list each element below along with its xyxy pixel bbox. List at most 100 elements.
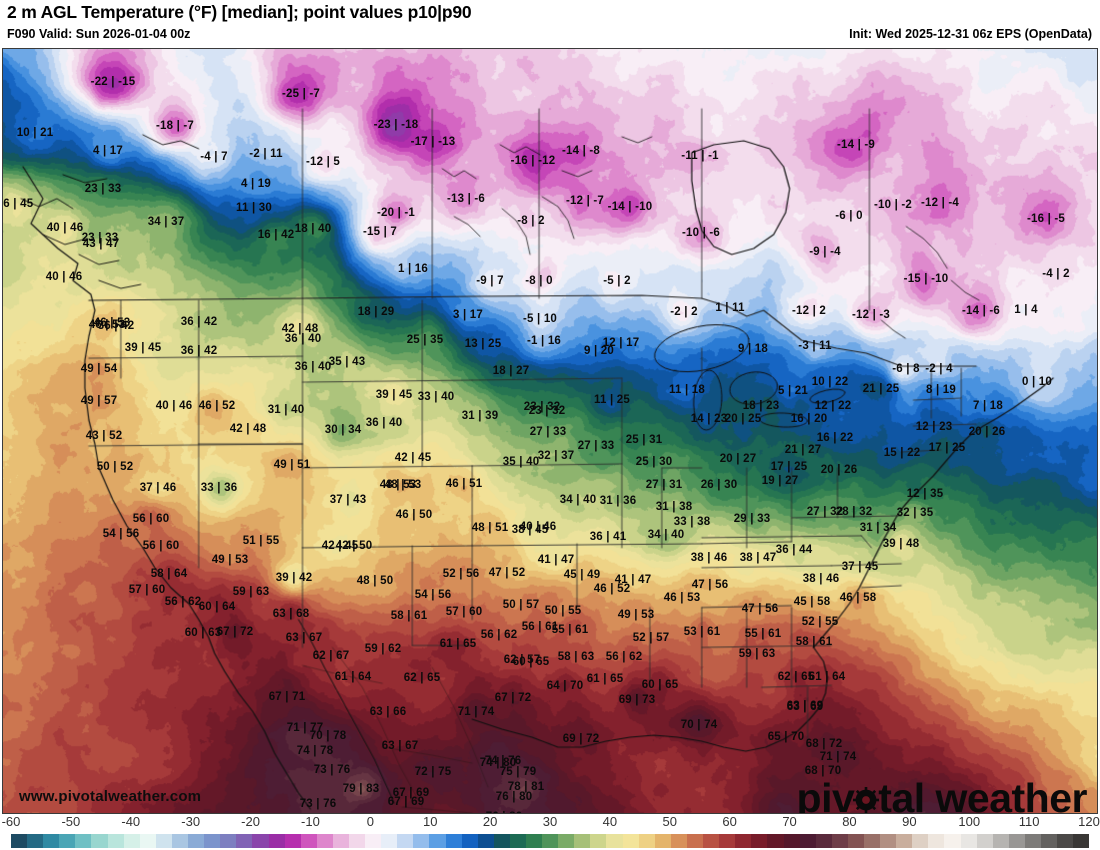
- colorbar-segment: [27, 834, 44, 848]
- brand-watermark-right: tal weather: [878, 775, 1087, 814]
- colorbar-segment: [783, 834, 800, 848]
- init-time-label: Init: Wed 2025-12-31 06z EPS (OpenData): [849, 27, 1092, 41]
- colorbar-segment: [91, 834, 108, 848]
- colorbar-legend[interactable]: -60 -50 -40 -30 -20 -10 0 10 20 30 40 50 60 70 80 90 100…: [0, 814, 1100, 850]
- colorbar-segment: [703, 834, 720, 848]
- colorbar-segment: [622, 834, 639, 848]
- colorbar-segment: [268, 834, 285, 848]
- map-viewport[interactable]: 10 | 21 -22 | -15 4 | 17 -18 | -7 -4 | 7 -2 |…: [2, 48, 1098, 814]
- colorbar-segment: [670, 834, 687, 848]
- colorbar-segment: [252, 834, 269, 848]
- colorbar-segment: [928, 834, 945, 848]
- colorbar-segment: [123, 834, 140, 848]
- colorbar-segment: [976, 834, 993, 848]
- colorbar-segment: [509, 834, 526, 848]
- colorbar-segment: [863, 834, 881, 848]
- colorbar-segment: [171, 834, 189, 848]
- colorbar-tick: -40: [121, 814, 141, 829]
- colorbar-segment: [348, 834, 366, 848]
- colorbar-segment: [912, 834, 929, 848]
- colorbar-tick-labels: -60 -50 -40 -30 -20 -10 0 10 20 30 40 50 60 70 80 90 100…: [0, 814, 1100, 832]
- colorbar-segment: [992, 834, 1009, 848]
- colorbar-tick: -50: [61, 814, 81, 829]
- header-bar: 2 m AGL Temperature (°F) [median]; point…: [0, 0, 1100, 48]
- colorbar-segment: [300, 834, 317, 848]
- colorbar-tick: -60: [1, 814, 21, 829]
- colorbar-tick: -30: [181, 814, 201, 829]
- colorbar-segment: [880, 834, 897, 848]
- colorbar-tick: 100: [958, 814, 981, 829]
- colorbar-segment: [799, 834, 816, 848]
- page-title: 2 m AGL Temperature (°F) [median]; point…: [7, 2, 472, 22]
- colorbar-tick: 80: [842, 814, 857, 829]
- site-url-watermark: www.pivotalweather.com: [19, 788, 202, 805]
- colorbar-tick: 30: [542, 814, 558, 829]
- colorbar-tick: -10: [301, 814, 320, 829]
- colorbar-segment: [815, 834, 832, 848]
- colorbar-segment: [155, 834, 172, 848]
- colorbar-tick: 20: [482, 814, 498, 829]
- colorbar-segment: [831, 834, 848, 848]
- colorbar-segment: [365, 834, 382, 848]
- colorbar-segment: [1057, 834, 1074, 848]
- colorbar-segment: [493, 834, 510, 848]
- colorbar-tick: 10: [422, 814, 438, 829]
- colorbar-segment: [59, 834, 76, 848]
- colorbar-segment: [284, 834, 301, 848]
- colorbar-segment: [542, 834, 559, 848]
- colorbar-segment: [381, 834, 398, 848]
- colorbar-segment: [767, 834, 784, 848]
- colorbar-segment: [445, 834, 462, 848]
- colorbar-segment: [1008, 834, 1025, 848]
- colorbar-segment: [606, 834, 623, 848]
- colorbar-segment: [397, 834, 414, 848]
- colorbar-tick: -20: [241, 814, 260, 829]
- brand-watermark: piv tal weather: [796, 775, 1087, 814]
- colorbar-tick: 120: [1078, 814, 1100, 829]
- colorbar-segment: [188, 834, 205, 848]
- colorbar-segment: [461, 834, 478, 848]
- valid-time-label: F090 Valid: Sun 2026-01-04 00z: [7, 27, 191, 41]
- colorbar-segment: [847, 834, 864, 848]
- temperature-heatmap-canvas[interactable]: [3, 49, 1097, 813]
- colorbar-segment: [220, 834, 237, 848]
- colorbar-segment: [751, 834, 768, 848]
- colorbar-segment: [43, 834, 60, 848]
- colorbar-segment: [735, 834, 752, 848]
- colorbar-segment: [429, 834, 446, 848]
- colorbar-segment: [944, 834, 961, 848]
- colorbar-segment: [558, 834, 575, 848]
- colorbar-segment: [686, 834, 704, 848]
- colorbar-segment: [107, 834, 124, 848]
- colorbar-tick: 60: [722, 814, 737, 829]
- colorbar-gradient[interactable]: [11, 834, 1090, 848]
- colorbar-segment: [477, 834, 494, 848]
- brand-watermark-left: piv: [796, 775, 855, 814]
- colorbar-tick: 70: [782, 814, 797, 829]
- gear-icon: [853, 779, 880, 813]
- colorbar-segment: [574, 834, 591, 848]
- colorbar-segment: [11, 834, 28, 848]
- colorbar-segment: [526, 834, 543, 848]
- colorbar-segment: [204, 834, 221, 848]
- colorbar-segment: [413, 834, 430, 848]
- colorbar-tick: 90: [902, 814, 917, 829]
- colorbar-tick: 110: [1018, 814, 1040, 829]
- colorbar-segment: [1041, 834, 1058, 848]
- colorbar-segment: [1073, 834, 1090, 848]
- colorbar-segment: [960, 834, 977, 848]
- colorbar-segment: [638, 834, 655, 848]
- colorbar-segment: [654, 834, 671, 848]
- colorbar-segment: [719, 834, 736, 848]
- colorbar-tick: 0: [366, 814, 374, 829]
- colorbar-segment: [332, 834, 349, 848]
- colorbar-segment: [1024, 834, 1041, 848]
- colorbar-segment: [896, 834, 913, 848]
- colorbar-segment: [236, 834, 253, 848]
- colorbar-segment: [139, 834, 156, 848]
- colorbar-tick: 40: [602, 814, 618, 829]
- colorbar-segment: [316, 834, 333, 848]
- colorbar-segment: [75, 834, 92, 848]
- colorbar-tick: 50: [662, 814, 677, 829]
